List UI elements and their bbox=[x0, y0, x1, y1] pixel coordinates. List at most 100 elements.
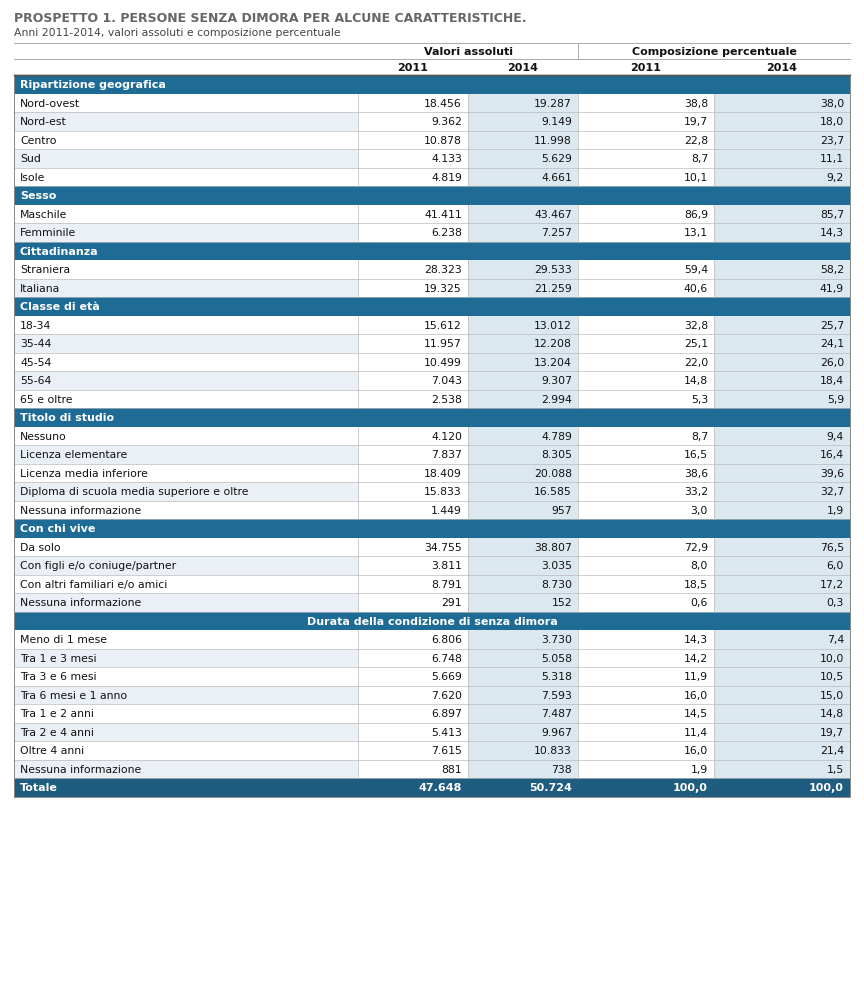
Bar bbox=[714, 427, 850, 446]
Bar bbox=[578, 575, 714, 594]
Bar bbox=[14, 427, 358, 446]
Bar bbox=[468, 95, 578, 112]
Bar bbox=[468, 390, 578, 408]
Text: 291: 291 bbox=[442, 598, 462, 607]
Bar bbox=[468, 686, 578, 704]
Text: 5,3: 5,3 bbox=[690, 394, 708, 404]
Bar bbox=[358, 353, 468, 372]
Bar bbox=[468, 260, 578, 279]
Text: 4.661: 4.661 bbox=[541, 173, 572, 182]
Bar bbox=[14, 482, 358, 501]
Text: 38.807: 38.807 bbox=[534, 542, 572, 552]
Bar bbox=[358, 390, 468, 408]
Text: Con altri familiari e/o amici: Con altri familiari e/o amici bbox=[20, 579, 168, 590]
Bar bbox=[714, 150, 850, 169]
Bar bbox=[358, 279, 468, 298]
Text: 76,5: 76,5 bbox=[820, 542, 844, 552]
Text: 18.456: 18.456 bbox=[424, 99, 462, 108]
Text: 59,4: 59,4 bbox=[684, 265, 708, 275]
Bar bbox=[714, 112, 850, 131]
Text: 24,1: 24,1 bbox=[820, 339, 844, 349]
Bar bbox=[578, 649, 714, 668]
Bar bbox=[578, 760, 714, 778]
Text: 38,8: 38,8 bbox=[684, 99, 708, 108]
Text: 7.615: 7.615 bbox=[431, 745, 462, 755]
Text: 11,9: 11,9 bbox=[684, 671, 708, 681]
Text: 6.897: 6.897 bbox=[431, 709, 462, 719]
Text: 86,9: 86,9 bbox=[684, 210, 708, 220]
Text: Valori assoluti: Valori assoluti bbox=[423, 47, 512, 57]
Bar bbox=[14, 186, 850, 205]
Bar bbox=[468, 112, 578, 131]
Text: 16,0: 16,0 bbox=[683, 690, 708, 700]
Text: Femminile: Femminile bbox=[20, 228, 76, 238]
Text: Oltre 4 anni: Oltre 4 anni bbox=[20, 745, 84, 755]
Text: 5.318: 5.318 bbox=[541, 671, 572, 681]
Text: 50.724: 50.724 bbox=[529, 783, 572, 793]
Text: 2.994: 2.994 bbox=[541, 394, 572, 404]
Bar bbox=[14, 501, 358, 520]
Text: 4.120: 4.120 bbox=[431, 431, 462, 442]
Text: 47.648: 47.648 bbox=[419, 783, 462, 793]
Bar bbox=[14, 538, 358, 556]
Bar bbox=[14, 741, 358, 760]
Bar bbox=[358, 334, 468, 353]
Bar bbox=[714, 649, 850, 668]
Bar bbox=[358, 446, 468, 464]
Text: 6.806: 6.806 bbox=[431, 635, 462, 645]
Text: Diploma di scuola media superiore e oltre: Diploma di scuola media superiore e oltr… bbox=[20, 487, 249, 497]
Bar bbox=[578, 95, 714, 112]
Bar bbox=[468, 630, 578, 649]
Text: Nessuna informazione: Nessuna informazione bbox=[20, 764, 141, 774]
Bar bbox=[14, 520, 850, 538]
Bar bbox=[14, 260, 358, 279]
Bar bbox=[14, 649, 358, 668]
Bar bbox=[714, 317, 850, 334]
Bar bbox=[578, 668, 714, 686]
Bar bbox=[14, 112, 358, 131]
Bar bbox=[14, 723, 358, 741]
Text: 9,4: 9,4 bbox=[827, 431, 844, 442]
Bar bbox=[578, 112, 714, 131]
Bar bbox=[358, 150, 468, 169]
Bar bbox=[358, 686, 468, 704]
Text: 38,0: 38,0 bbox=[820, 99, 844, 108]
Bar bbox=[468, 594, 578, 612]
Bar bbox=[14, 778, 850, 797]
Text: 15.612: 15.612 bbox=[424, 320, 462, 330]
Text: 16,0: 16,0 bbox=[683, 745, 708, 755]
Text: 19,7: 19,7 bbox=[684, 117, 708, 127]
Bar bbox=[468, 723, 578, 741]
Bar bbox=[714, 630, 850, 649]
Bar bbox=[468, 668, 578, 686]
Text: 21.259: 21.259 bbox=[534, 283, 572, 294]
Bar bbox=[468, 482, 578, 501]
Bar bbox=[14, 317, 358, 334]
Bar bbox=[358, 95, 468, 112]
Text: Nord-ovest: Nord-ovest bbox=[20, 99, 80, 108]
Bar bbox=[358, 538, 468, 556]
Text: 1,9: 1,9 bbox=[827, 505, 844, 516]
Bar bbox=[714, 723, 850, 741]
Bar bbox=[578, 150, 714, 169]
Bar bbox=[358, 760, 468, 778]
Text: 9.967: 9.967 bbox=[541, 727, 572, 737]
Bar bbox=[358, 668, 468, 686]
Text: 8,0: 8,0 bbox=[690, 561, 708, 571]
Bar bbox=[714, 594, 850, 612]
Text: Ripartizione geografica: Ripartizione geografica bbox=[20, 80, 166, 90]
Text: Titolo di studio: Titolo di studio bbox=[20, 413, 114, 423]
Bar bbox=[578, 224, 714, 243]
Bar bbox=[468, 446, 578, 464]
Bar bbox=[14, 353, 358, 372]
Bar bbox=[578, 538, 714, 556]
Text: 43.467: 43.467 bbox=[534, 210, 572, 220]
Bar bbox=[578, 427, 714, 446]
Bar bbox=[14, 131, 358, 150]
Bar bbox=[14, 446, 358, 464]
Bar bbox=[358, 427, 468, 446]
Text: 29.533: 29.533 bbox=[534, 265, 572, 275]
Text: 7.620: 7.620 bbox=[431, 690, 462, 700]
Text: Da solo: Da solo bbox=[20, 542, 60, 552]
Bar bbox=[468, 760, 578, 778]
